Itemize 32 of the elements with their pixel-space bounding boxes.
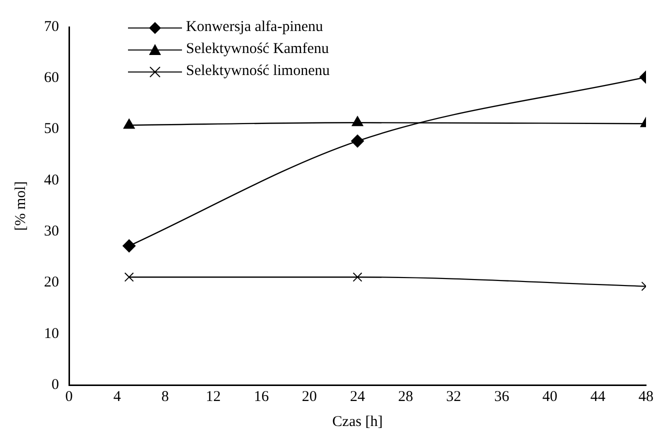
x-tick-label: 36 [494,388,510,405]
y-axis-title: [% mol] [12,181,29,231]
y-tick-label: 40 [44,172,59,188]
x-tick-label: 4 [113,388,122,405]
x-tick-label: 20 [302,388,317,405]
x-tick-label: 32 [446,388,462,405]
x-tick-label: 0 [65,388,73,405]
x-tick-label: 24 [350,388,366,405]
y-tick-label: 20 [44,274,59,291]
y-tick-label: 0 [52,376,59,393]
y-tick-label: 30 [44,224,59,240]
legend-label: Selektywność Kamfenu [186,41,329,57]
y-tick-label: 70 [44,18,59,35]
point [352,272,362,282]
legend-label: Selektywność limonenu [186,63,330,79]
y-tick-label: 10 [44,326,59,342]
x-tick-label: 12 [206,388,221,405]
y-tick-label: 50 [44,121,59,138]
x-axis-title: Czas [h] [332,414,383,430]
point [122,239,136,252]
x-tick-label: 48 [638,388,654,405]
x-tick-label: 44 [590,388,606,405]
x-tick-label: 28 [398,388,414,405]
legend-label: Konwersja alfa-pinenu [186,19,324,35]
point [124,272,134,282]
point [351,134,364,148]
point [352,116,364,126]
y-tick-label: 60 [44,70,59,86]
x-tick-label: 16 [254,388,270,405]
point [123,118,135,129]
x-tick-label: 8 [161,388,169,405]
x-tick-label: 40 [542,388,558,405]
